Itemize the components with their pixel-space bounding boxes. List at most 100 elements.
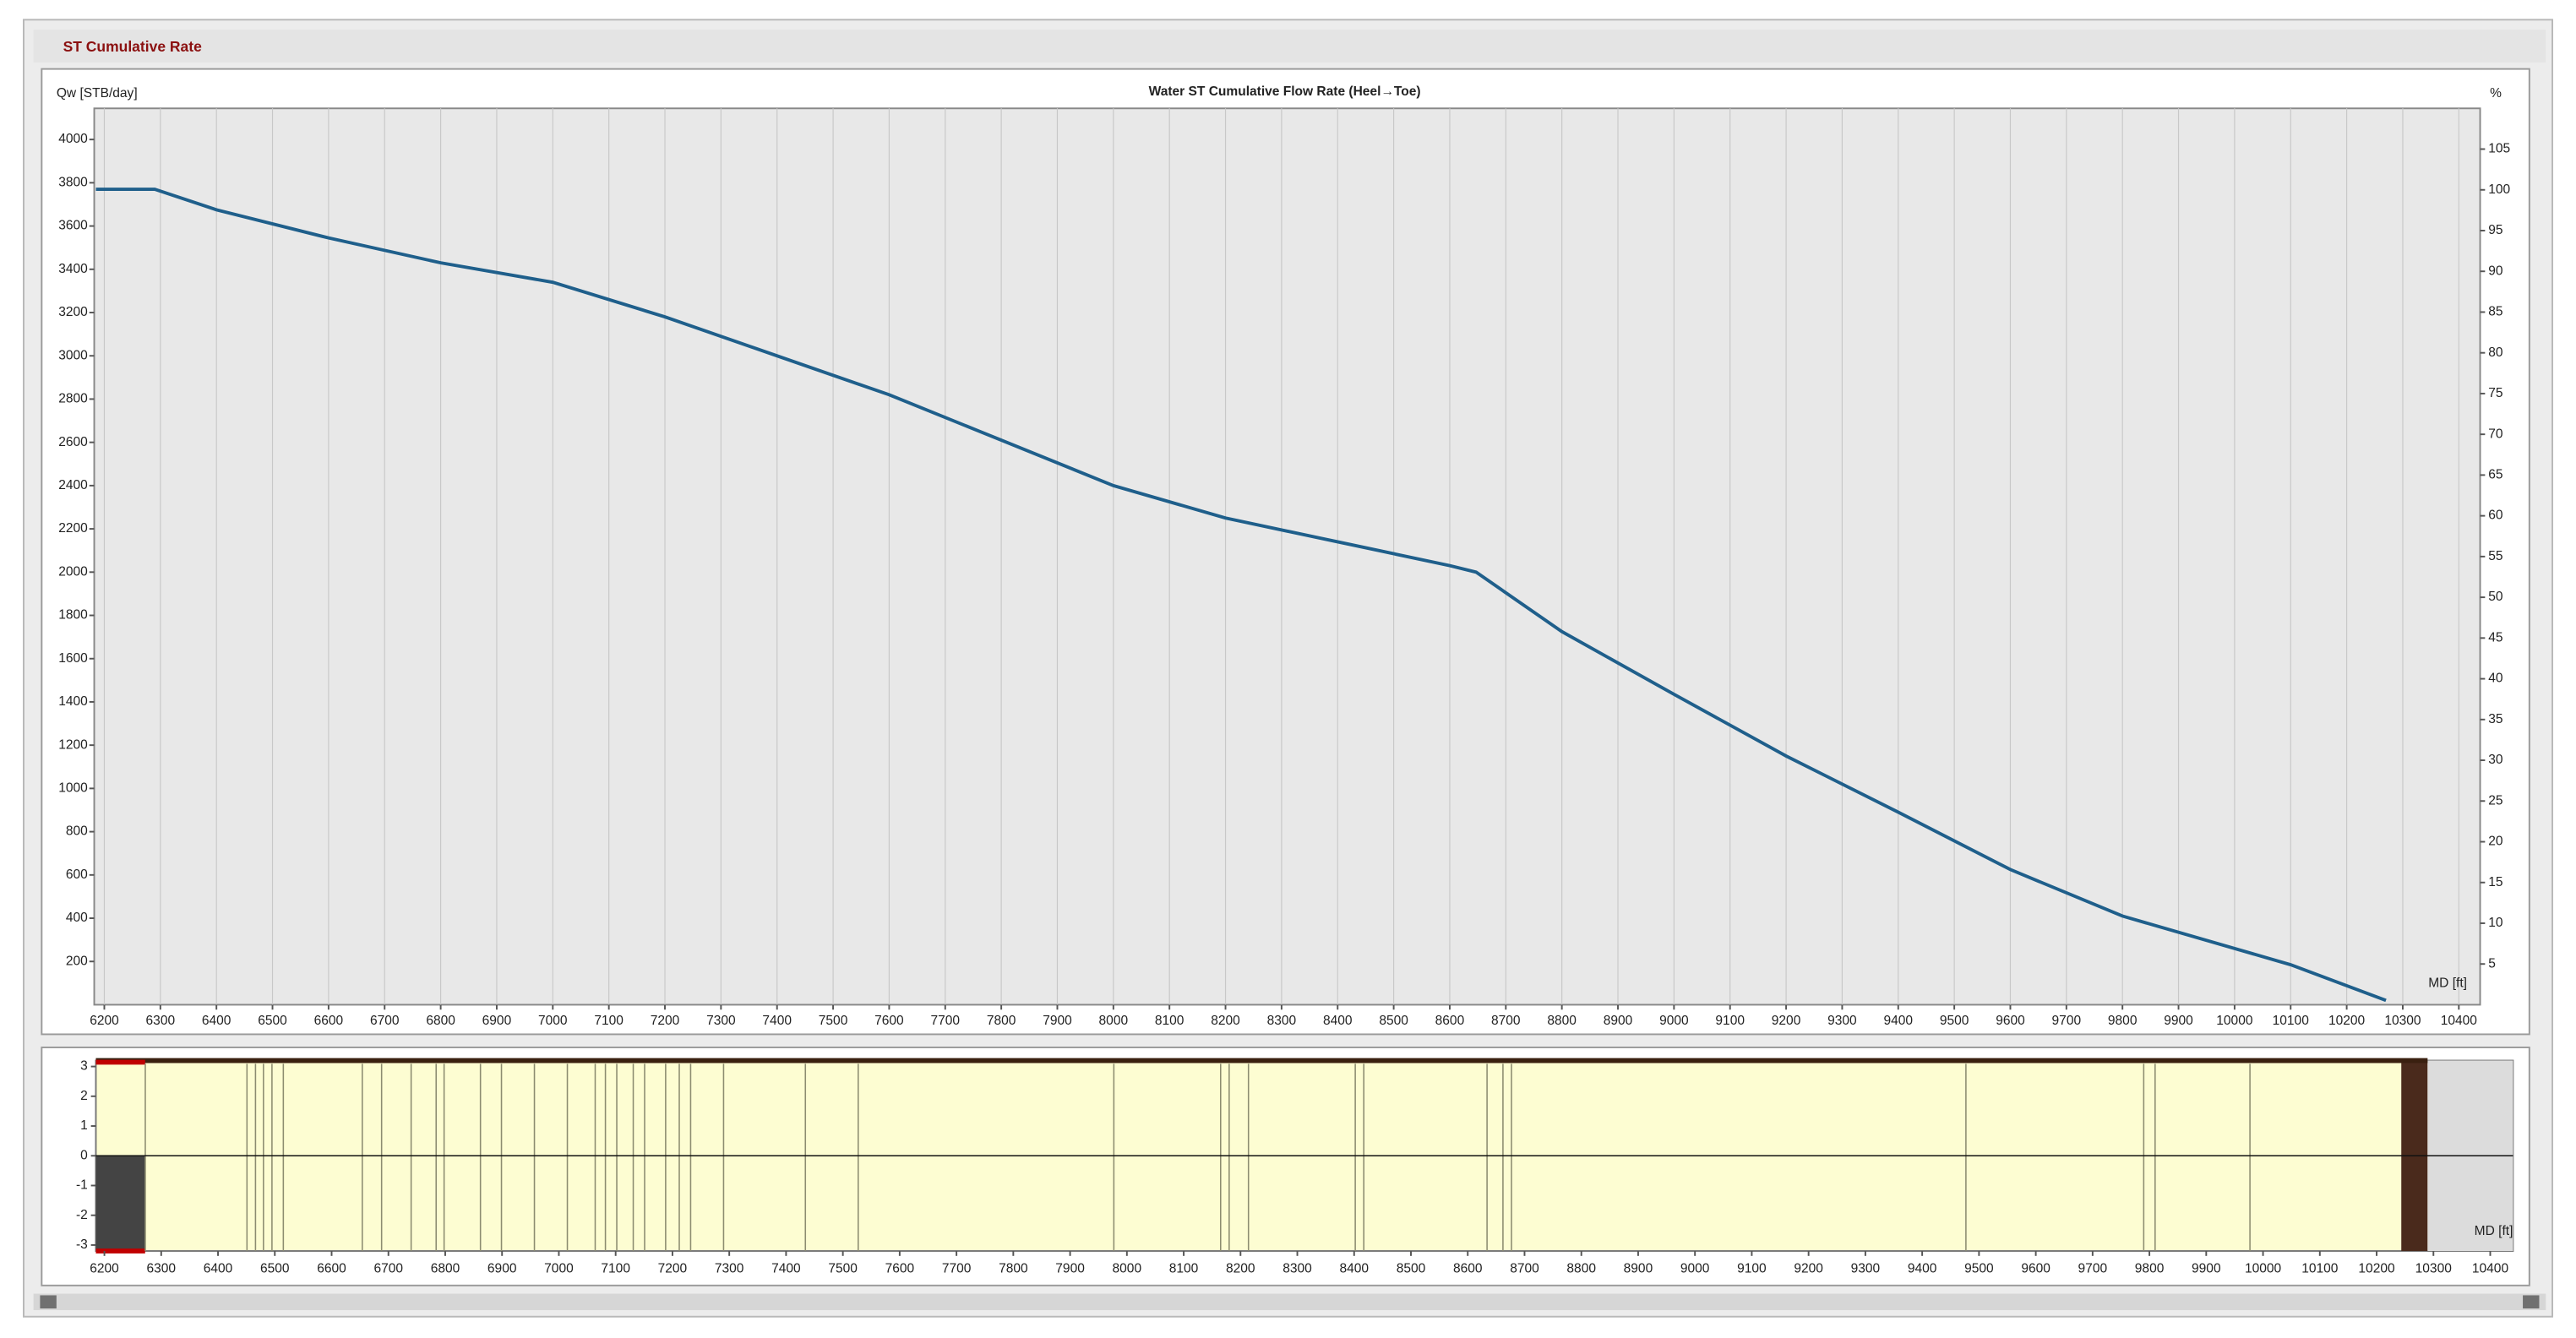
y-tick-label: 1600 — [58, 651, 88, 666]
x-tick-label: 8600 — [1435, 1014, 1465, 1028]
x-tick-label: 9200 — [1794, 1261, 1823, 1275]
x-tick-label: 7700 — [930, 1014, 960, 1028]
y-tick-label: 3000 — [58, 348, 88, 362]
x-tick-label: 7700 — [942, 1261, 972, 1275]
y2-tick-label: 45 — [2488, 630, 2502, 645]
y-tick-label: 2000 — [58, 564, 88, 579]
y2-tick-label: 85 — [2488, 305, 2502, 319]
x-tick-label: 7800 — [999, 1261, 1028, 1275]
x-tick-label: 7300 — [706, 1014, 736, 1028]
x-tick-label: 9100 — [1715, 1014, 1745, 1028]
x-axis-label: MD [ft] — [2428, 976, 2467, 990]
title-bar — [33, 29, 2546, 63]
y2-tick-label: 5 — [2488, 956, 2496, 971]
y-tick-label: 400 — [66, 911, 88, 925]
window-title: ST Cumulative Rate — [63, 38, 202, 55]
y2-tick-label: 40 — [2488, 672, 2503, 686]
scroll-left[interactable] — [40, 1295, 57, 1309]
y2-tick-label: 60 — [2488, 509, 2503, 523]
y2-axis-label: % — [2490, 86, 2502, 101]
x-tick-label: 7400 — [762, 1014, 792, 1028]
y-tick-label: -2 — [76, 1208, 88, 1222]
x-tick-label: 7900 — [1055, 1261, 1085, 1275]
x-tick-label: 10300 — [2384, 1014, 2421, 1028]
x-tick-label: 9300 — [1827, 1014, 1857, 1028]
y-tick-label: 4000 — [58, 132, 88, 146]
x-tick-label: 9900 — [2192, 1261, 2221, 1275]
x-tick-label: 6700 — [370, 1014, 400, 1028]
x-tick-label: 6600 — [314, 1014, 344, 1028]
y-tick-label: 0 — [80, 1148, 88, 1162]
x-tick-label: 6800 — [431, 1261, 460, 1275]
x-tick-label: 8800 — [1547, 1014, 1577, 1028]
y2-tick-label: 25 — [2488, 793, 2502, 808]
y2-tick-label: 95 — [2488, 223, 2502, 237]
x-tick-label: 10200 — [2328, 1014, 2366, 1028]
x-tick-label: 8800 — [1566, 1261, 1596, 1275]
x-tick-label: 9100 — [1737, 1261, 1767, 1275]
y2-tick-label: 75 — [2488, 386, 2502, 400]
x-tick-label: 7600 — [874, 1014, 904, 1028]
y-tick-label: 1000 — [58, 780, 88, 795]
y-axis-label: Qw [STB/day] — [57, 86, 138, 101]
x-tick-label: 10100 — [2273, 1014, 2310, 1028]
x-tick-label: 9400 — [1883, 1014, 1913, 1028]
x-tick-label: 7000 — [544, 1261, 574, 1275]
y-tick-label: 200 — [66, 954, 88, 968]
x-tick-label: 6900 — [482, 1014, 512, 1028]
y-tick-label: 3200 — [58, 305, 88, 319]
y-tick-label: 2200 — [58, 521, 88, 536]
x-tick-label: 8900 — [1604, 1014, 1633, 1028]
x-tick-label: 9500 — [1964, 1261, 1994, 1275]
y2-tick-label: 90 — [2488, 264, 2503, 278]
x-tick-label: 6400 — [202, 1014, 231, 1028]
scrollbar[interactable] — [33, 1293, 2546, 1310]
x-tick-label: 9700 — [2078, 1261, 2108, 1275]
y2-tick-label: 50 — [2488, 590, 2503, 604]
y2-tick-label: 35 — [2488, 712, 2502, 726]
x-tick-label: 8300 — [1283, 1261, 1312, 1275]
x-tick-label: 6800 — [426, 1014, 455, 1028]
x-tick-label: 8200 — [1226, 1261, 1255, 1275]
y-tick-label: 1 — [80, 1118, 88, 1133]
y-tick-label: 1400 — [58, 694, 88, 709]
x-tick-label: 8700 — [1510, 1261, 1539, 1275]
x-tick-label: 6500 — [260, 1261, 290, 1275]
main-chart: 6200 6300 6400 6500 6600 6700 6800 6900 7000 7100… — [57, 84, 2511, 1028]
x-tick-label: 9300 — [1851, 1261, 1881, 1275]
strip-chart: -3 -2 -1 0 1 2 3 6200 6300 6400 6500 6600 6700 6800 69… — [76, 1058, 2514, 1275]
x-tick-label: 6200 — [90, 1014, 119, 1028]
y-tick-label: 800 — [66, 824, 88, 839]
x-tick-label: 6300 — [146, 1014, 176, 1028]
y-tick-label: 2800 — [58, 392, 88, 406]
x-tick-label: 9200 — [1772, 1014, 1801, 1028]
y-tick-label: -1 — [76, 1178, 88, 1193]
x-tick-label: 7200 — [658, 1261, 688, 1275]
x-tick-label: 10400 — [2441, 1014, 2478, 1028]
x-tick-label: 9000 — [1680, 1261, 1710, 1275]
y-tick-label: -3 — [76, 1237, 88, 1252]
y-tick-label: 3400 — [58, 262, 88, 276]
x-tick-label: 7500 — [828, 1261, 858, 1275]
x-tick-label: 8500 — [1397, 1261, 1426, 1275]
chart-title: Water ST Cumulative Flow Rate (Heel→Toe) — [1149, 84, 1421, 99]
y2-tick-label: 105 — [2488, 142, 2510, 156]
x-tick-label: 7800 — [987, 1014, 1016, 1028]
scroll-right[interactable] — [2523, 1295, 2540, 1309]
x-tick-label: 9500 — [1940, 1014, 1969, 1028]
x-tick-label: 6700 — [373, 1261, 403, 1275]
x-tick-label: 8900 — [1624, 1261, 1653, 1275]
x-tick-label: 9000 — [1659, 1014, 1689, 1028]
x-tick-label: 10000 — [2245, 1261, 2282, 1275]
x-tick-label: 9800 — [2108, 1014, 2138, 1028]
x-tick-label: 9700 — [2052, 1014, 2082, 1028]
x-tick-label: 7000 — [538, 1014, 568, 1028]
y-tick-label: 600 — [66, 868, 88, 882]
x-tick-label: 8000 — [1113, 1261, 1142, 1275]
x-tick-label: 6400 — [204, 1261, 233, 1275]
x-tick-label: 7100 — [601, 1261, 630, 1275]
plot-area — [93, 107, 2481, 1006]
y2-tick-label: 20 — [2488, 835, 2503, 849]
x-tick-label: 8300 — [1267, 1014, 1297, 1028]
